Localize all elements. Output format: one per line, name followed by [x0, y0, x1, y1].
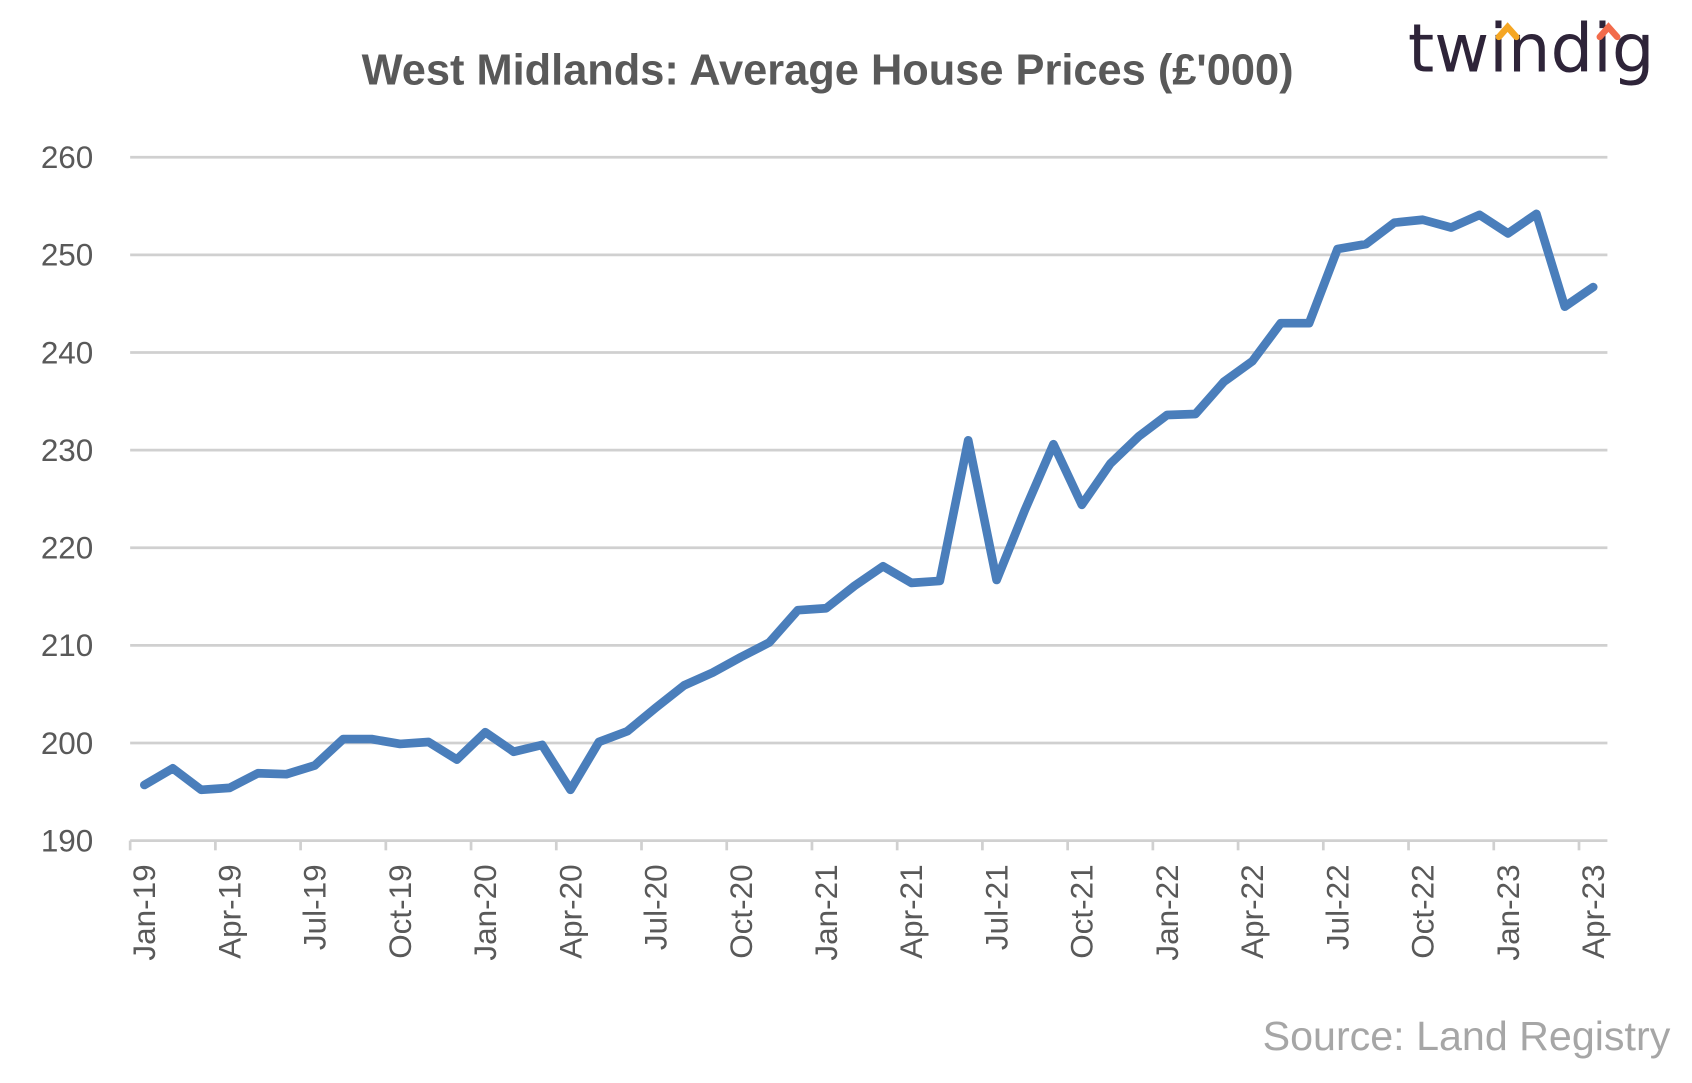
x-tick-label: Jan-20 [468, 864, 503, 960]
x-tick-label: Jul-19 [298, 864, 333, 950]
x-tick-label: Jan-22 [1150, 864, 1185, 960]
x-tick-label: Jul-20 [639, 864, 674, 950]
x-tick-label: Apr-20 [553, 864, 588, 958]
y-tick-label: 240 [41, 335, 93, 370]
source-note: Source: Land Registry [1263, 1013, 1671, 1059]
chart-title: West Midlands: Average House Prices (£'0… [362, 47, 1294, 95]
x-tick-label: Oct-20 [724, 864, 759, 958]
x-tick-label: Apr-23 [1576, 864, 1611, 958]
y-tick-label: 190 [41, 823, 93, 858]
x-tick-label: Jan-19 [127, 864, 162, 960]
x-tick-label: Oct-19 [383, 864, 418, 958]
x-tick-label: Jan-21 [809, 864, 844, 960]
x-tick-label: Apr-19 [212, 864, 247, 958]
logo-accent-1 [1495, 22, 1520, 41]
y-tick-label: 210 [41, 628, 93, 663]
y-tick-label: 200 [41, 726, 93, 761]
y-tick-label: 230 [41, 433, 93, 468]
series-line [140, 209, 1598, 795]
logo-text: twindig [1408, 10, 1655, 88]
twindig-logo: twindig [1408, 10, 1655, 88]
x-tick-label: Oct-22 [1406, 864, 1441, 958]
x-tick-label: Apr-22 [1235, 864, 1270, 958]
x-tick-label: Jul-21 [979, 864, 1014, 950]
y-tick-label: 220 [41, 531, 93, 566]
x-tick-label: Oct-21 [1065, 864, 1100, 958]
logo-accent-2 [1596, 22, 1621, 41]
y-tick-label: 250 [41, 238, 93, 273]
x-tick-label: Apr-21 [894, 864, 929, 958]
x-tick-label: Jul-22 [1320, 864, 1355, 950]
y-tick-label: 260 [41, 140, 93, 175]
x-tick-label: Jan-23 [1491, 864, 1526, 960]
